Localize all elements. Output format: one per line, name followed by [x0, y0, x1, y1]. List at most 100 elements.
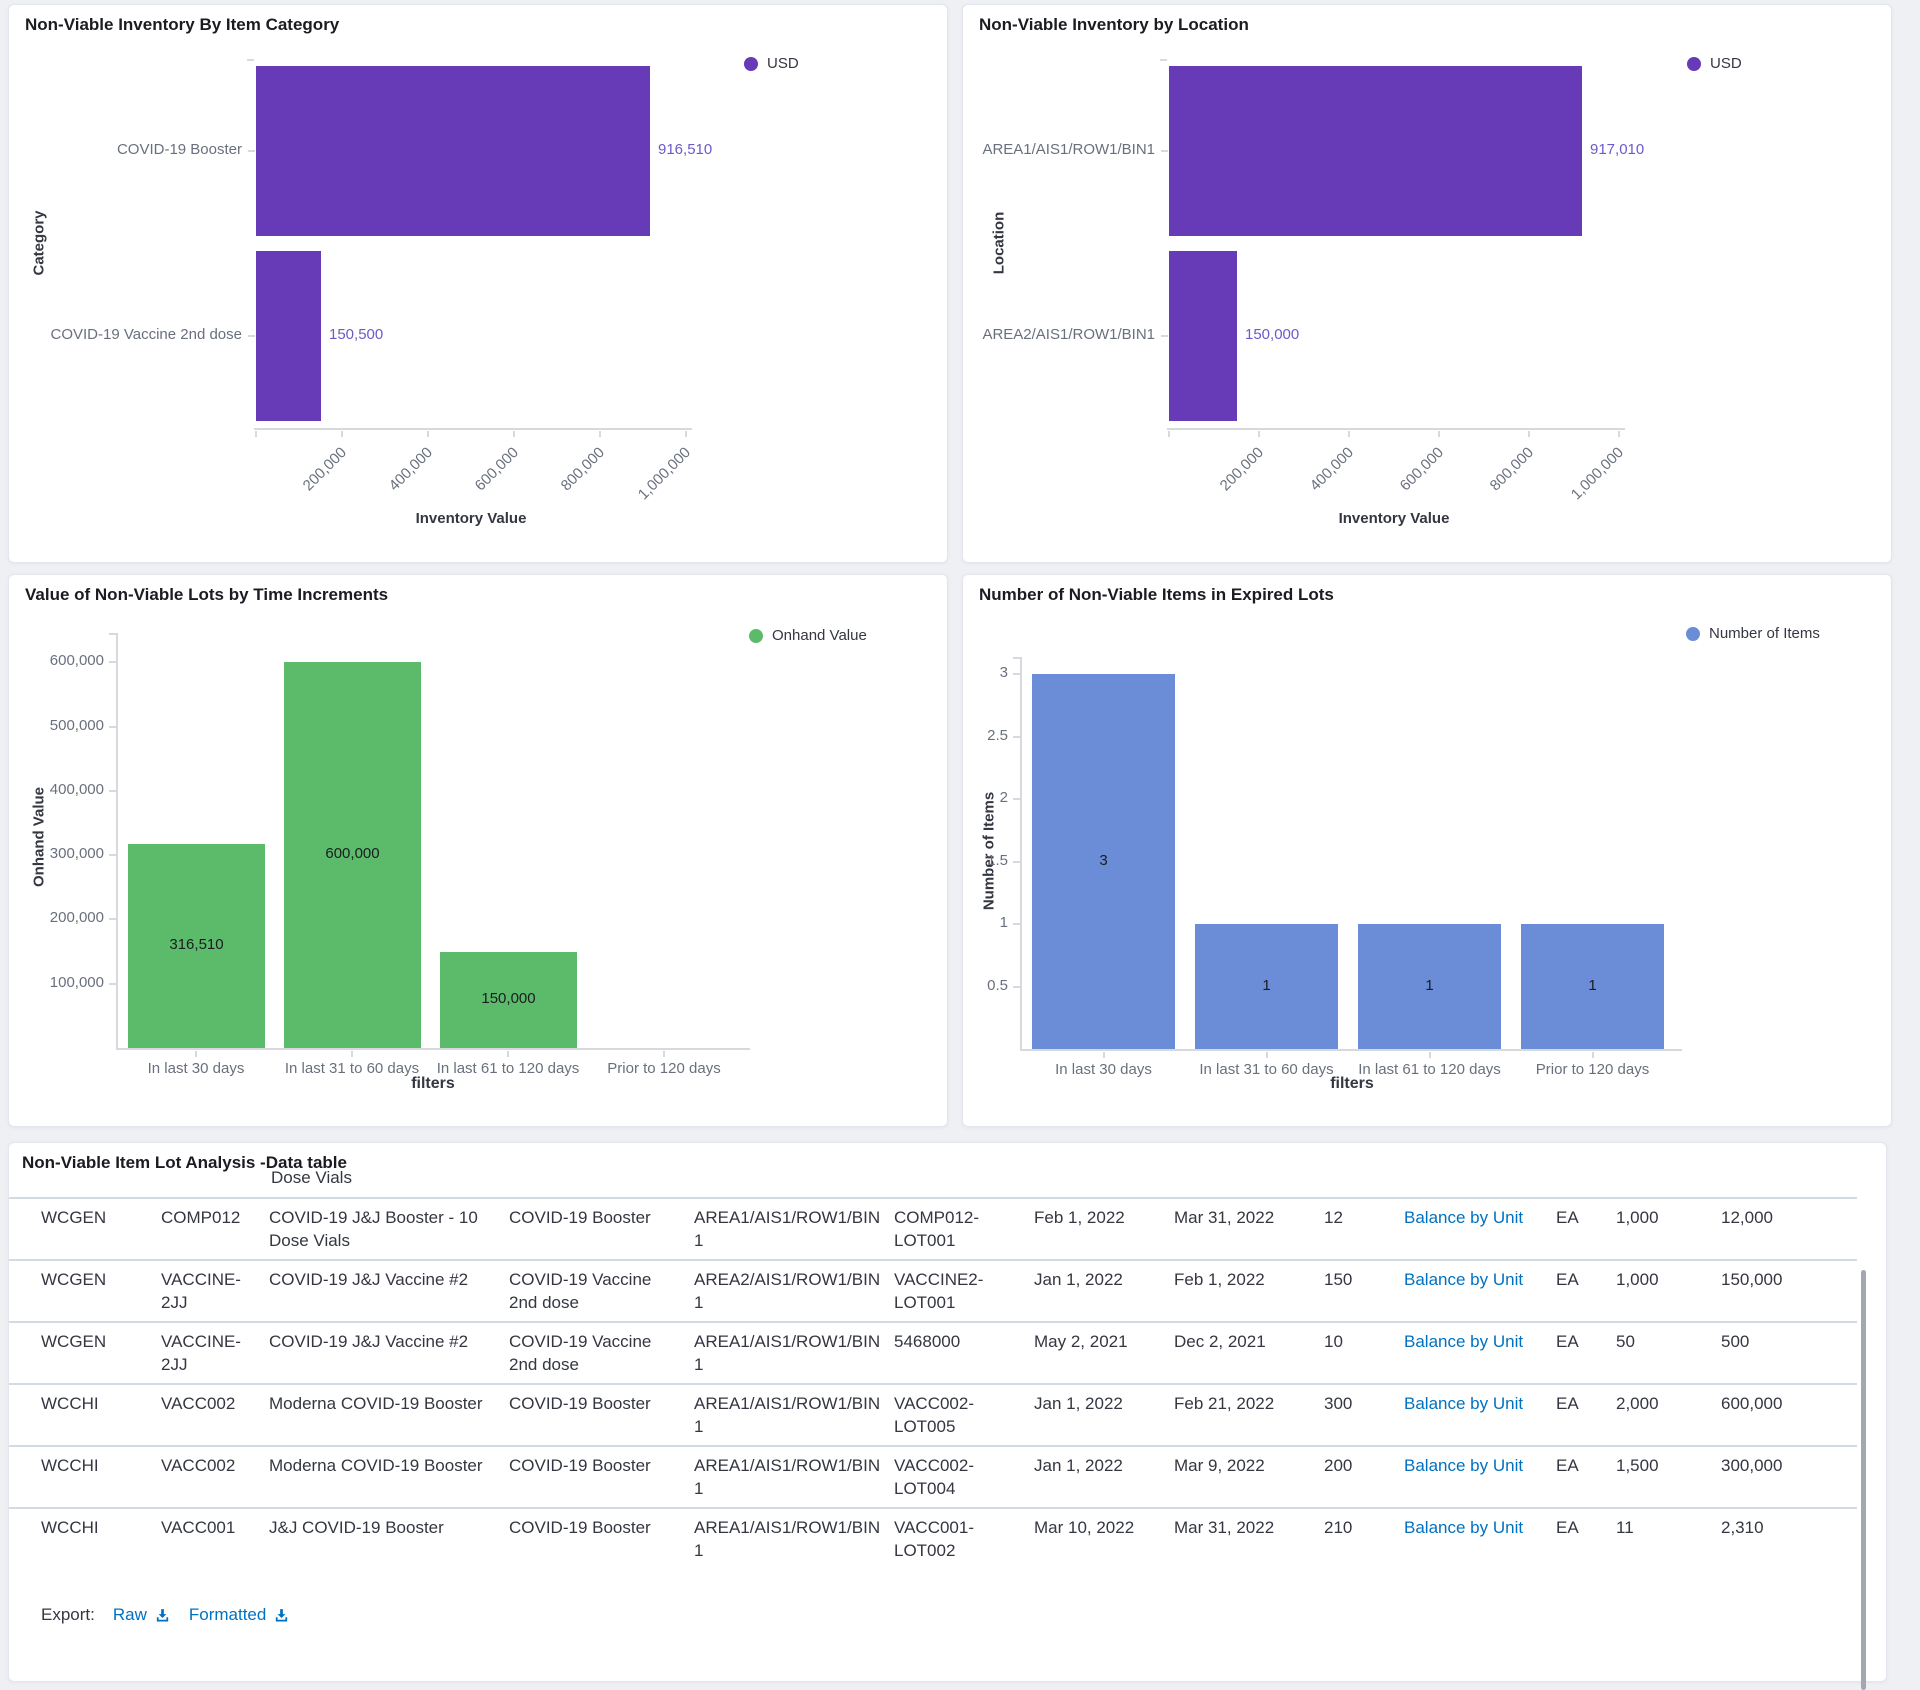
bar-3[interactable]	[1358, 924, 1501, 1049]
table-row: WCCHI VACC002 Moderna COVID-19 Booster COVI…	[9, 1445, 1857, 1507]
bar-2[interactable]	[1169, 251, 1237, 421]
cell-qty: 12	[1324, 1208, 1343, 1227]
legend-label: USD	[1710, 55, 1742, 72]
y-tick-label: 1.5	[987, 852, 1008, 869]
cell-value: 150,000	[1721, 1270, 1783, 1289]
x-tick-label: 600,000	[471, 444, 523, 495]
cell-value: 300,000	[1721, 1456, 1783, 1475]
category-label: COVID-19 Vaccine 2nd dose	[50, 326, 243, 343]
legend-dot-icon	[744, 56, 758, 71]
cell-item: VACCINE-2JJ	[161, 1270, 241, 1312]
bar-1[interactable]	[1032, 674, 1175, 1049]
cell-lot: VACC001-LOT002	[894, 1518, 974, 1560]
legend-dot-icon	[749, 628, 763, 643]
chart-legend[interactable]: Onhand Value	[749, 627, 867, 644]
panel-inventory-by-category: Non-Viable Inventory By Item Category US…	[8, 4, 948, 563]
export-formatted-link[interactable]: Formatted	[189, 1605, 290, 1625]
cell-description: Moderna COVID-19 Booster	[269, 1456, 483, 1475]
export-raw-label: Raw	[112, 1605, 147, 1624]
category-label: COVID-19 Booster	[116, 141, 242, 158]
panel-items-in-expired-lots: Number of Non-Viable Items in Expired Lo…	[962, 574, 1892, 1127]
bar-3[interactable]	[440, 952, 577, 1048]
y-tick-label: 600,000	[49, 652, 104, 669]
bar-2[interactable]	[284, 662, 421, 1048]
cell-value: 600,000	[1721, 1394, 1783, 1413]
balance-by-unit-link[interactable]: Balance by Unit	[1404, 1208, 1524, 1227]
cell-start_date: Jan 1, 2022	[1034, 1270, 1123, 1289]
x-axis-title: filters	[411, 1075, 455, 1092]
category-label: Prior to 120 days	[607, 1060, 721, 1077]
category-label: Prior to 120 days	[1535, 1061, 1650, 1078]
panel-value-by-time: Value of Non-Viable Lots by Time Increme…	[8, 574, 948, 1127]
cell-org: WCCHI	[41, 1518, 99, 1537]
panel-lot-analysis-table: Non-Viable Item Lot Analysis -Data table…	[8, 1142, 1887, 1690]
cell-end_date: Mar 9, 2022	[1174, 1456, 1265, 1475]
cell-category: COVID-19 Booster	[509, 1394, 651, 1413]
x-tick-label: 1,000,000	[1567, 444, 1628, 504]
balance-by-unit-link[interactable]: Balance by Unit	[1404, 1332, 1524, 1351]
cell-start_date: May 2, 2021	[1034, 1332, 1128, 1351]
balance-by-unit-link[interactable]: Balance by Unit	[1404, 1518, 1524, 1537]
y-tick-label: 2.5	[987, 727, 1008, 744]
y-axis-title: Category	[30, 210, 48, 276]
bar-4[interactable]	[1521, 924, 1664, 1049]
cell-unit_qty: 1,500	[1616, 1456, 1659, 1475]
cell-category: COVID-19 Vaccine 2nd dose	[509, 1270, 652, 1312]
cell-org: WCGEN	[41, 1208, 107, 1227]
balance-by-unit-link[interactable]: Balance by Unit	[1404, 1456, 1524, 1475]
cell-uom: EA	[1556, 1394, 1579, 1413]
x-axis-title: Inventory Value	[1338, 510, 1450, 527]
bar-value-label: 916,510	[658, 141, 713, 158]
cell-unit_qty: 1,000	[1616, 1208, 1659, 1227]
balance-by-unit-link[interactable]: Balance by Unit	[1404, 1270, 1524, 1289]
balance-by-unit-link[interactable]: Balance by Unit	[1404, 1394, 1524, 1413]
bar-1[interactable]	[128, 844, 265, 1048]
y-tick-label: 200,000	[49, 909, 104, 926]
y-axis-title: Onhand Value	[30, 786, 48, 888]
category-label: In last 61 to 120 days	[1358, 1061, 1501, 1078]
cell-item: VACC001	[161, 1518, 236, 1537]
y-tick-label: 500,000	[49, 717, 104, 734]
y-axis-title: Location	[990, 211, 1008, 275]
bar-1[interactable]	[1169, 66, 1582, 236]
cell-start_date: Feb 1, 2022	[1034, 1208, 1125, 1227]
cell-uom: EA	[1556, 1518, 1579, 1537]
bar-2[interactable]	[1195, 924, 1338, 1049]
legend-label: Onhand Value	[772, 627, 867, 644]
bar-value-label: 917,010	[1590, 141, 1645, 158]
bar-2[interactable]	[256, 251, 321, 421]
cell-value: 500	[1721, 1332, 1750, 1351]
chart-legend[interactable]: USD	[744, 55, 799, 72]
chart-legend[interactable]: USD	[1687, 55, 1742, 72]
cell-location: AREA2/AIS1/ROW1/BIN1	[694, 1270, 881, 1312]
x-tick-label: 800,000	[557, 444, 609, 495]
x-tick-label: 400,000	[385, 444, 437, 495]
export-raw-link[interactable]: Raw	[113, 1605, 171, 1625]
legend-label: USD	[767, 55, 799, 72]
cell-qty: 200	[1324, 1456, 1353, 1475]
cell-location: AREA1/AIS1/ROW1/BIN1	[694, 1518, 881, 1560]
category-label: AREA1/AIS1/ROW1/BIN1	[982, 141, 1155, 158]
cell-unit_qty: 1,000	[1616, 1270, 1659, 1289]
cell-qty: 210	[1324, 1518, 1353, 1537]
legend-dot-icon	[1686, 626, 1700, 641]
chart-title: Number of Non-Viable Items in Expired Lo…	[979, 585, 1334, 604]
x-tick-label: 800,000	[1486, 444, 1538, 495]
cell-qty: 300	[1324, 1394, 1353, 1413]
cell-category: COVID-19 Booster	[509, 1518, 651, 1537]
chart-title: Non-Viable Inventory By Item Category	[25, 15, 340, 34]
export-row: Export: Raw Formatted	[41, 1605, 290, 1625]
cell-unit_qty: 50	[1616, 1332, 1635, 1351]
chart-legend[interactable]: Number of Items	[1686, 625, 1820, 642]
cell-category: COVID-19 Booster	[509, 1456, 651, 1475]
bar-1[interactable]	[256, 66, 650, 236]
clipped-row-text: Dose Vials	[271, 1168, 352, 1187]
export-formatted-label: Formatted	[188, 1605, 267, 1624]
x-tick-label: 400,000	[1306, 444, 1358, 495]
cell-location: AREA1/AIS1/ROW1/BIN1	[694, 1456, 881, 1498]
category-label: AREA2/AIS1/ROW1/BIN1	[982, 326, 1155, 343]
table-scrollbar-thumb[interactable]	[1861, 1270, 1866, 1690]
export-label: Export:	[41, 1605, 95, 1624]
cell-item: VACCINE-2JJ	[161, 1332, 241, 1374]
cell-location: AREA1/AIS1/ROW1/BIN1	[694, 1394, 881, 1436]
